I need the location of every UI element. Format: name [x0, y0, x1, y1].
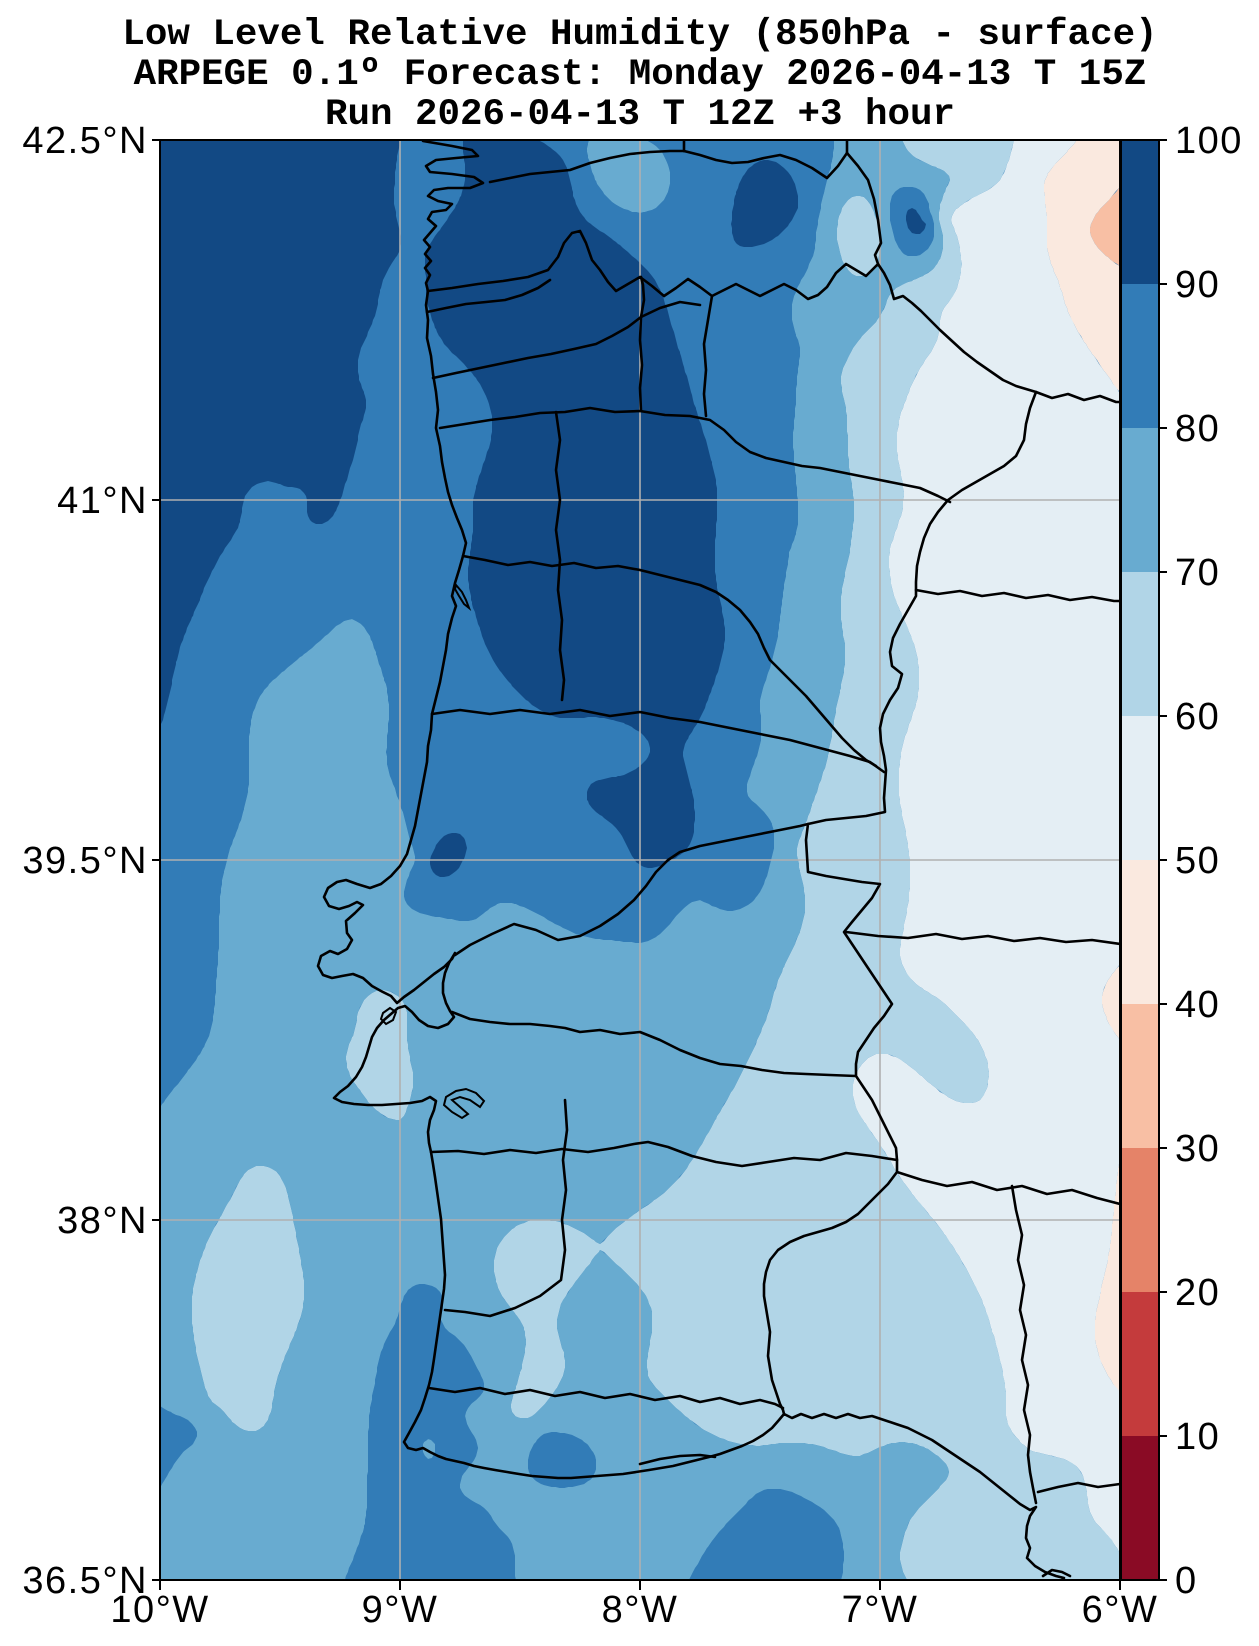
- svg-text:80: 80: [1175, 408, 1220, 450]
- svg-text:0: 0: [1175, 1560, 1198, 1602]
- svg-text:Run 2026-04-13 T 12Z +3 hour: Run 2026-04-13 T 12Z +3 hour: [325, 94, 955, 136]
- svg-text:42.5°N: 42.5°N: [22, 120, 148, 162]
- svg-text:20: 20: [1175, 1272, 1220, 1314]
- svg-text:9°W: 9°W: [362, 1589, 439, 1631]
- svg-text:50: 50: [1175, 840, 1220, 882]
- svg-text:8°W: 8°W: [602, 1589, 679, 1631]
- svg-text:38°N: 38°N: [57, 1200, 148, 1242]
- svg-text:40: 40: [1175, 984, 1220, 1026]
- svg-text:36.5°N: 36.5°N: [22, 1560, 148, 1602]
- svg-text:90: 90: [1175, 264, 1220, 306]
- svg-text:10: 10: [1175, 1416, 1220, 1458]
- svg-text:30: 30: [1175, 1128, 1220, 1170]
- svg-text:41°N: 41°N: [57, 480, 148, 522]
- svg-text:39.5°N: 39.5°N: [22, 840, 148, 882]
- svg-text:70: 70: [1175, 552, 1220, 594]
- svg-text:ARPEGE 0.1º Forecast: Monday 2: ARPEGE 0.1º Forecast: Monday 2026-04-13 …: [134, 54, 1147, 96]
- svg-text:Low Level Relative Humidity (8: Low Level Relative Humidity (850hPa - su…: [122, 14, 1157, 56]
- svg-text:100: 100: [1175, 120, 1243, 162]
- svg-text:7°W: 7°W: [842, 1589, 919, 1631]
- svg-text:60: 60: [1175, 696, 1220, 738]
- svg-text:10°W: 10°W: [110, 1589, 209, 1631]
- svg-text:6°W: 6°W: [1082, 1589, 1159, 1631]
